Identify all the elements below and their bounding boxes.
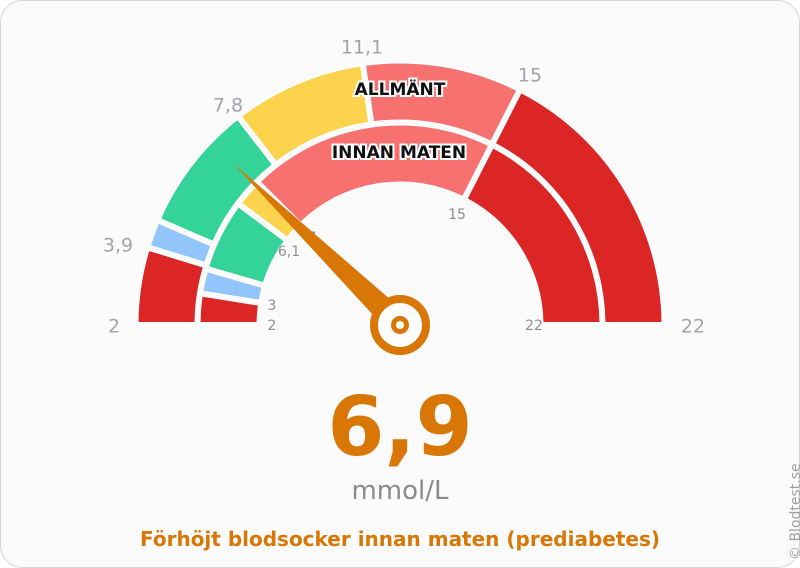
current-value: 6,9 [327, 380, 473, 475]
gauge-needle [233, 163, 430, 355]
needle-pointer [233, 163, 410, 335]
gauge-band-innan-maten-1 [199, 295, 259, 323]
gauge-band-allmant-3 [159, 118, 274, 242]
gauge-band-allmant-1 [137, 249, 204, 323]
tick-label-allmant-3: 7,8 [213, 95, 243, 117]
tick-label-innan-maten-3: 6,1 [278, 244, 300, 260]
needle-hub-dot [396, 321, 404, 329]
gauge-band-innan-maten-3 [208, 206, 285, 284]
tick-label-innan-maten-2: 3 [268, 298, 277, 314]
tick-label-allmant-2: 3,9 [103, 235, 133, 257]
ring-label-innan-maten: INNAN MATEN [332, 143, 466, 163]
gauge-band-innan-maten-6 [466, 147, 601, 323]
tick-label-innan-maten-5: 15 [448, 207, 466, 223]
tick-label-allmant-6: 22 [681, 316, 705, 338]
ring-label-allmant: ALLMÄNT [355, 78, 446, 100]
tick-label-innan-maten-6: 22 [525, 318, 543, 334]
value-unit: mmol/L [351, 476, 449, 506]
gauge-band-allmant-4 [240, 65, 370, 163]
copyright-text: © Blodtest.se [788, 463, 800, 560]
gauge-band-allmant-5 [364, 62, 518, 142]
gauge-band-innan-maten-2 [202, 270, 263, 301]
outer-ring-allmant [137, 62, 663, 323]
tick-label-allmant-4: 11,1 [341, 37, 383, 59]
status-text: Förhöjt blodsocker innan maten (prediabe… [140, 527, 660, 551]
tick-label-innan-maten-1: 2 [268, 318, 277, 334]
gauge-band-allmant-2 [149, 222, 212, 263]
inner-ring-innan-maten [199, 124, 601, 323]
tick-label-allmant-5: 15 [518, 65, 542, 87]
gauge-band-innan-maten-5 [259, 124, 490, 223]
tick-label-allmant-1: 2 [108, 316, 120, 338]
gauge-band-allmant-6 [494, 92, 663, 323]
